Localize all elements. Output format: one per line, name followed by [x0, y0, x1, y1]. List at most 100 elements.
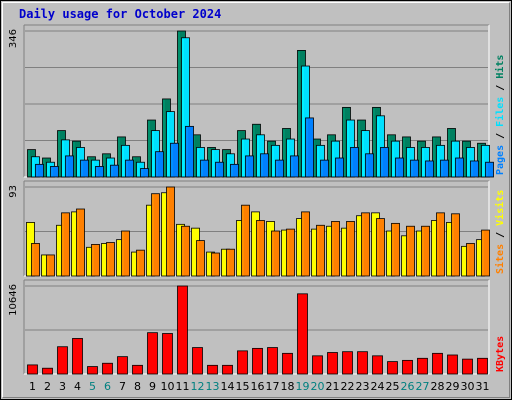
bar-pages-day-4 — [80, 159, 89, 178]
bar-kbytes-day-27 — [417, 357, 428, 375]
day-label-7: 7 — [119, 380, 126, 393]
day-label-19: 19 — [296, 380, 310, 393]
day-label-25: 25 — [386, 380, 400, 393]
bar-pages-day-21 — [335, 157, 344, 178]
bar-pages-day-30 — [470, 160, 479, 178]
bar-kbytes-day-21 — [327, 352, 338, 375]
legend-entry: / — [495, 226, 506, 244]
bar-pages-day-29 — [455, 157, 464, 178]
bar-kbytes-day-29 — [447, 354, 458, 375]
bar-kbytes-day-8 — [132, 364, 143, 375]
bar-kbytes-day-20 — [312, 355, 323, 375]
bar-sites-day-6 — [106, 242, 115, 277]
day-label-30: 30 — [461, 380, 475, 393]
day-label-11: 11 — [176, 380, 190, 393]
bar-sites-day-18 — [286, 228, 295, 277]
bar-kbytes-day-26 — [402, 359, 413, 375]
day-label-16: 16 — [251, 380, 265, 393]
bar-sites-day-11 — [181, 225, 190, 277]
bar-pages-day-6 — [110, 164, 119, 178]
bar-pages-day-28 — [440, 159, 449, 178]
bar-sites-day-15 — [241, 204, 250, 277]
bar-kbytes-day-24 — [372, 355, 383, 375]
bar-pages-day-8 — [140, 168, 149, 178]
bar-pages-day-31 — [485, 161, 494, 178]
bar-sites-day-30 — [466, 243, 475, 277]
bar-kbytes-day-15 — [237, 350, 248, 375]
bar-kbytes-day-28 — [432, 352, 443, 375]
bar-sites-day-27 — [421, 225, 430, 277]
bar-kbytes-day-18 — [282, 352, 293, 375]
bar-kbytes-day-2 — [42, 367, 53, 375]
legend-entry: Visits — [494, 190, 506, 226]
bar-pages-day-19 — [305, 117, 314, 178]
bar-sites-day-7 — [121, 230, 130, 277]
bar-sites-day-31 — [481, 229, 490, 277]
day-label-15: 15 — [236, 380, 250, 393]
bar-kbytes-day-23 — [357, 351, 368, 375]
bar-kbytes-day-7 — [117, 356, 128, 375]
day-label-18: 18 — [281, 380, 295, 393]
day-label-24: 24 — [371, 380, 385, 393]
chart-title: Daily usage for October 2024 — [19, 7, 222, 21]
day-label-17: 17 — [266, 380, 280, 393]
bar-sites-day-21 — [331, 221, 340, 277]
bar-sites-day-10 — [166, 186, 175, 277]
day-label-26: 26 — [401, 380, 415, 393]
bar-sites-day-17 — [271, 230, 280, 277]
day-label-21: 21 — [326, 380, 340, 393]
bar-pages-day-9 — [155, 151, 164, 178]
day-label-27: 27 — [416, 380, 430, 393]
bar-kbytes-day-14 — [222, 364, 233, 375]
legend-entry: / — [495, 79, 506, 97]
bar-sites-day-20 — [316, 224, 325, 277]
bar-pages-day-2 — [50, 166, 59, 178]
day-label-8: 8 — [134, 380, 141, 393]
bar-pages-day-11 — [185, 125, 194, 178]
day-label-6: 6 — [104, 380, 111, 393]
bar-kbytes-day-5 — [87, 366, 98, 375]
bar-sites-day-12 — [196, 240, 205, 277]
legend-entry: Sites — [494, 244, 506, 274]
bar-kbytes-day-9 — [147, 332, 158, 375]
bar-pages-day-5 — [95, 166, 104, 178]
day-label-28: 28 — [431, 380, 445, 393]
bar-pages-day-13 — [215, 161, 224, 178]
bar-kbytes-day-19 — [297, 293, 308, 375]
day-label-29: 29 — [446, 380, 460, 393]
bar-kbytes-day-4 — [72, 338, 83, 375]
bar-sites-day-8 — [136, 249, 145, 277]
bar-sites-day-3 — [61, 212, 70, 277]
bar-pages-day-17 — [275, 159, 284, 178]
bar-pages-day-12 — [200, 159, 209, 178]
bar-kbytes-day-30 — [462, 358, 473, 375]
bar-sites-day-28 — [436, 212, 445, 277]
day-label-4: 4 — [74, 380, 81, 393]
bar-kbytes-day-13 — [207, 364, 218, 375]
bar-sites-day-19 — [301, 211, 310, 277]
bar-pages-day-20 — [320, 159, 329, 178]
bar-pages-day-27 — [425, 160, 434, 178]
day-label-23: 23 — [356, 380, 370, 393]
bar-pages-day-24 — [380, 147, 389, 178]
day-label-1: 1 — [29, 380, 36, 393]
bar-kbytes-day-31 — [477, 357, 488, 375]
day-label-14: 14 — [221, 380, 235, 393]
bar-kbytes-day-11 — [177, 285, 188, 375]
day-label-5: 5 — [89, 380, 96, 393]
bar-kbytes-day-3 — [57, 346, 68, 375]
bar-kbytes-day-17 — [267, 347, 278, 375]
bar-pages-day-16 — [260, 153, 269, 178]
bar-kbytes-day-25 — [387, 361, 398, 375]
legend-entry: Files — [494, 97, 506, 127]
bar-sites-day-4 — [76, 208, 85, 277]
bar-pages-day-23 — [365, 153, 374, 178]
legend-entry: Pages — [495, 145, 506, 175]
bar-pages-day-26 — [410, 159, 419, 178]
bar-sites-day-14 — [226, 248, 235, 277]
day-label-10: 10 — [161, 380, 175, 393]
bar-sites-day-5 — [91, 244, 100, 277]
day-label-12: 12 — [191, 380, 205, 393]
day-label-22: 22 — [341, 380, 355, 393]
